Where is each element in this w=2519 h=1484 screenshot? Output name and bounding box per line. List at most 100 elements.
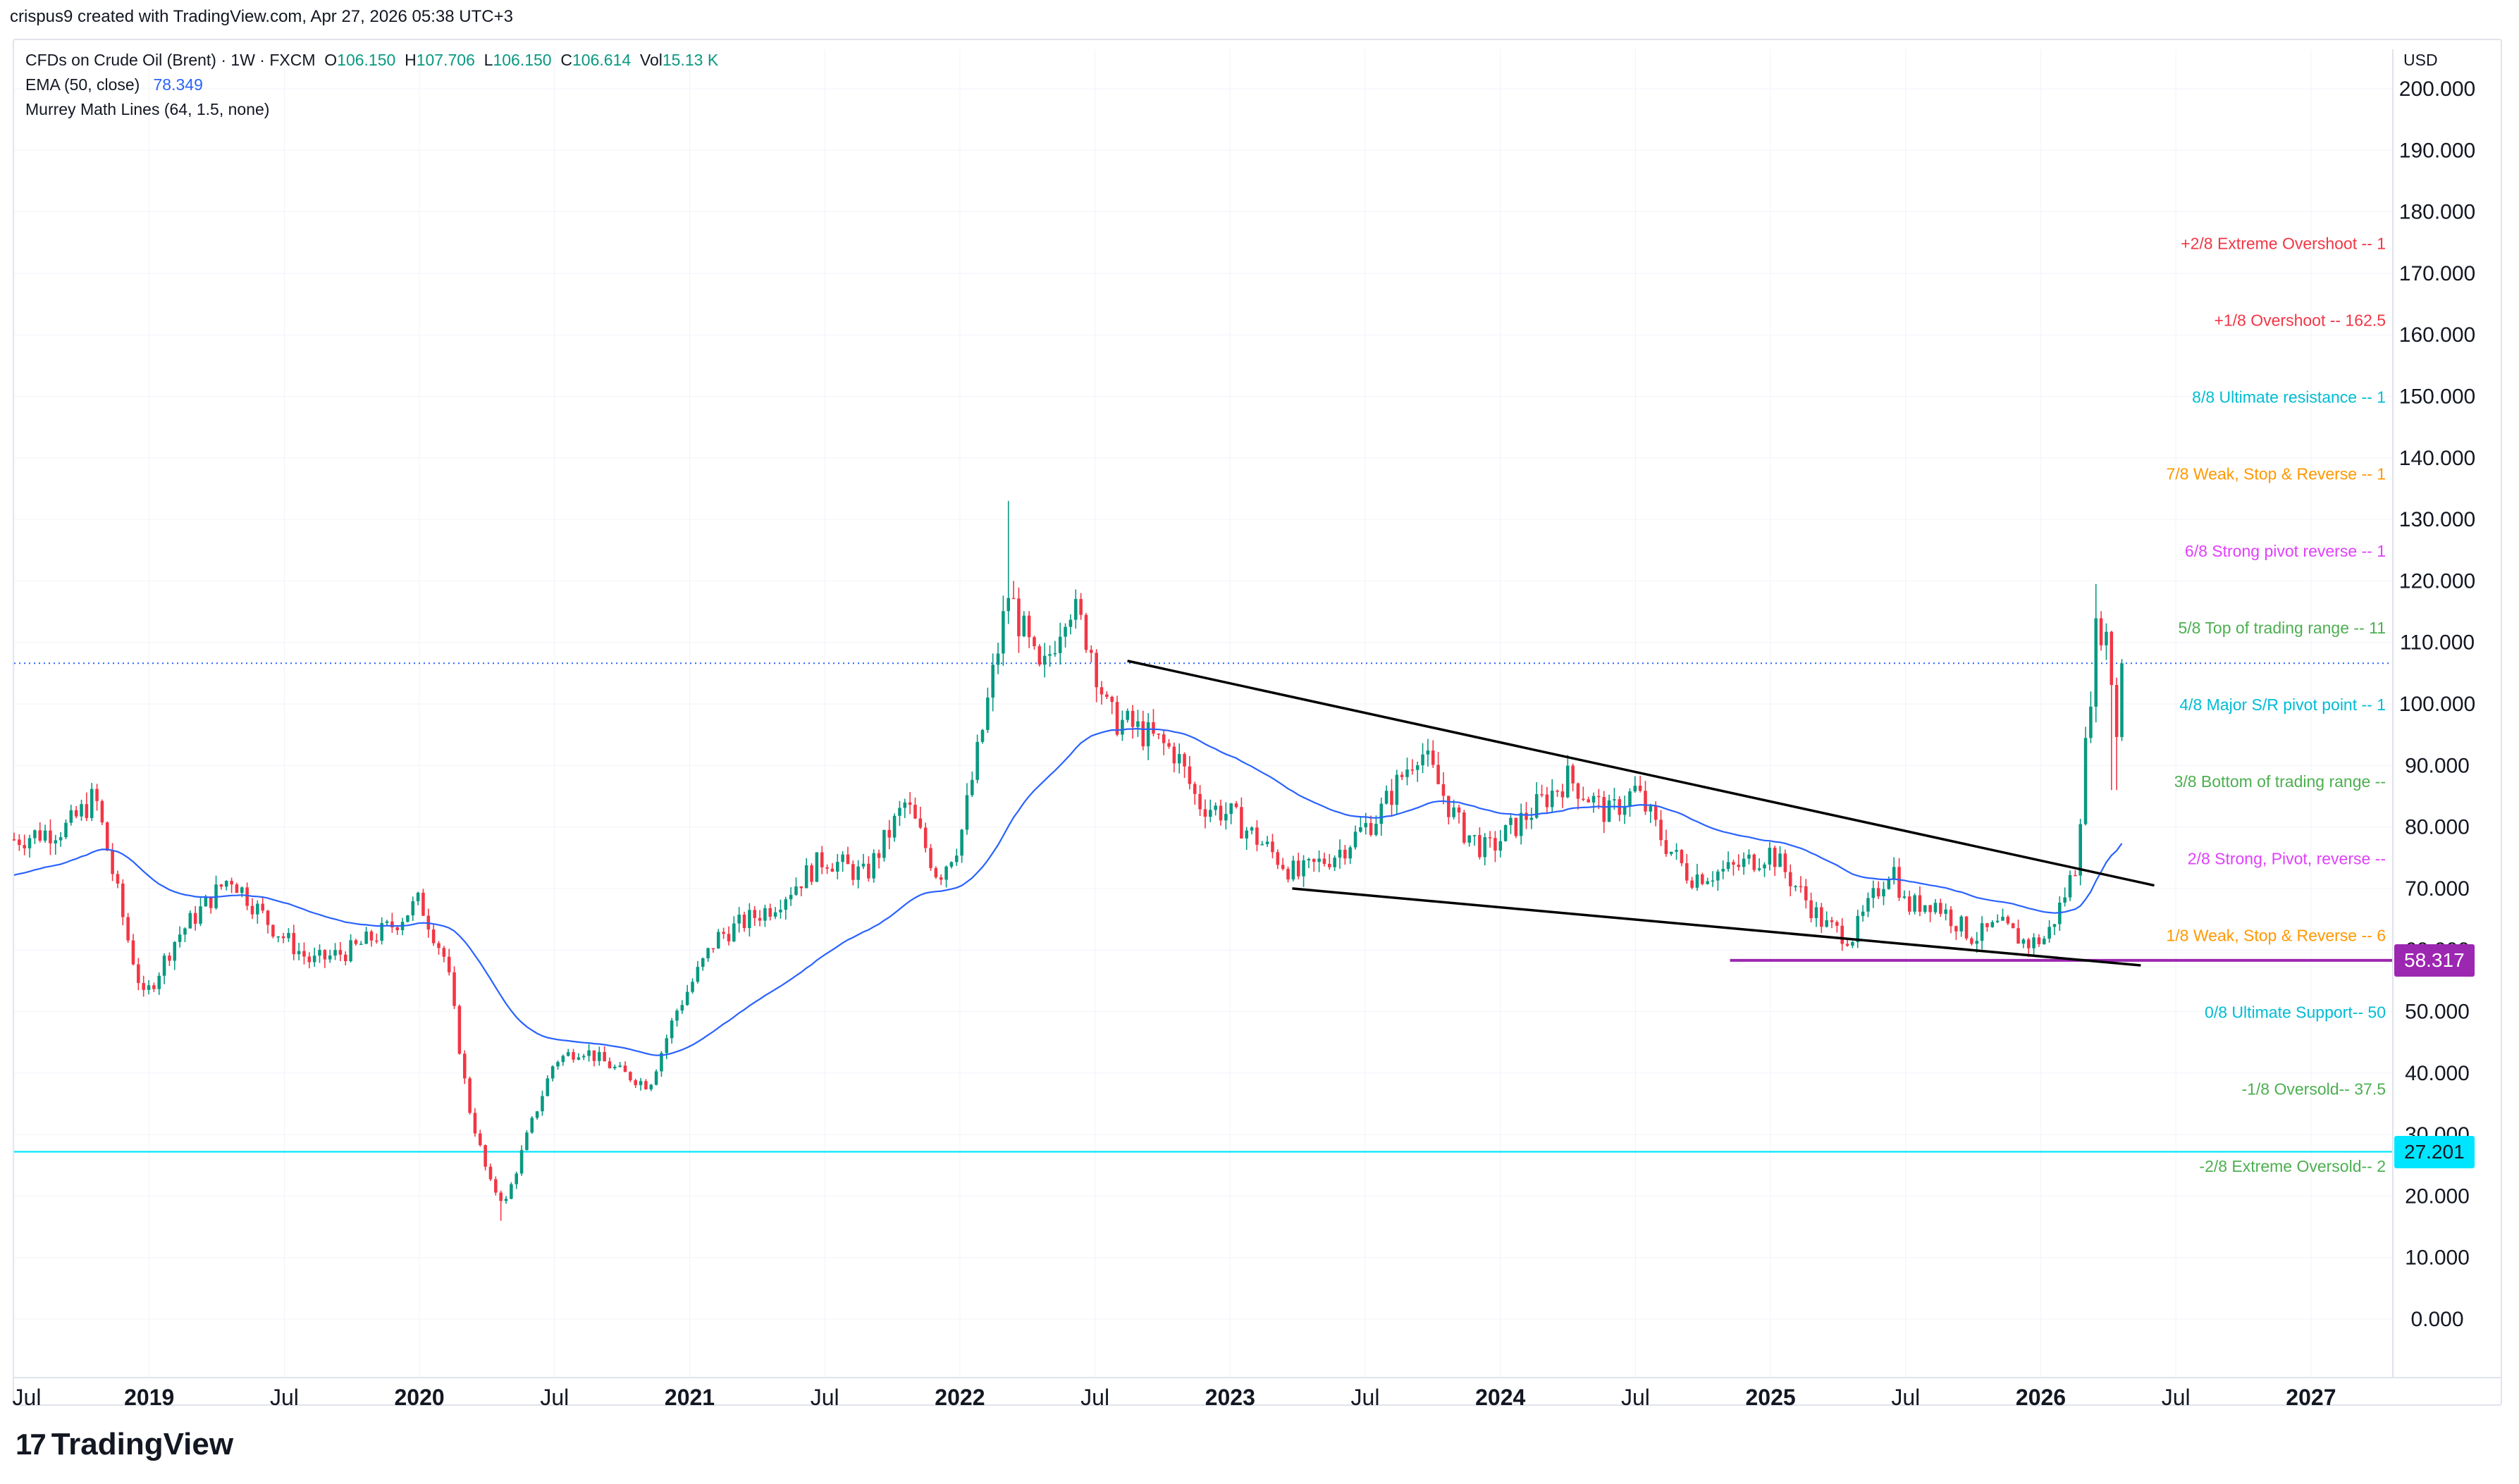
time-tick-label: 2022 [935,1385,985,1410]
murrey-level-label: +1/8 Overshoot -- 162.5 [2214,311,2386,329]
candle-body [1229,803,1233,815]
candle-body [1830,920,1834,922]
candle-body [193,913,197,924]
candle-body [240,887,244,894]
candle-body [1265,841,1269,845]
currency-label[interactable]: USD [2403,51,2438,69]
candle-body [603,1051,606,1062]
price-tick-label: 190.000 [2399,139,2475,162]
candle-body [727,934,731,941]
candle-body [1706,881,1709,884]
candle-body [1628,791,1632,807]
candle-body [1478,835,1482,858]
candle-body [80,804,83,817]
candle-body [2063,897,2067,903]
legend-murrey-row[interactable]: Murrey Math Lines (64, 1.5, none) [25,97,718,122]
price-tick-label: 110.000 [2400,631,2475,655]
murrey-label[interactable]: Murrey Math Lines (64, 1.5, none) [25,100,270,118]
candle-body [908,802,912,805]
candle-body [457,1006,462,1054]
candle-body [887,829,892,838]
candle-body [1146,722,1150,747]
candle-body [287,933,290,939]
candle-body [462,1053,467,1079]
candle-body [1897,867,1901,898]
candle-body [541,1096,544,1112]
candle-body [804,865,808,889]
candle-body [1467,835,1471,843]
candle-body [2001,917,2004,921]
candle-body [1307,859,1311,860]
candle-body [343,954,347,962]
candle-body [204,896,208,907]
time-tick-label: 2020 [395,1385,445,1410]
candle-body [1369,822,1373,835]
candle-body [1923,905,1927,912]
candle-body [830,868,834,872]
candle-body [587,1050,591,1056]
time-tick-label: Jul [2162,1385,2191,1410]
candle-body [1084,614,1088,650]
tradingview-wordmark: TradingView [51,1427,234,1461]
candle-body [328,956,332,960]
candle-body [748,910,751,928]
time-axis[interactable]: Jul 2019 Jul 2020 Jul 2021 Jul 2022 Jul 2023 Jul 20… [13,1377,2501,1410]
candle-body [1068,619,1073,627]
candle-body [1871,888,1876,898]
low-label: L [484,51,493,69]
candle-body [302,951,306,957]
candle-body [1587,799,1590,803]
candle-body [960,829,963,856]
murrey-level-label: 6/8 Strong pivot reverse -- 1 [2185,542,2386,560]
candle-body [1820,907,1823,927]
candle-body [1214,805,1217,810]
candle-body [1131,710,1135,727]
legend-symbol-row[interactable]: CFDs on Crude Oil (Brent) · 1W · FXCM O1… [25,48,718,73]
candle-body [142,983,145,990]
candle-body [1110,696,1114,703]
candle-body [711,948,715,950]
candle-body [2032,937,2035,948]
murrey-level-label: +2/8 Extreme Overshoot -- 1 [2181,234,2386,252]
legend-ema-row[interactable]: EMA (50, close) 78.349 [25,73,718,97]
price-tick-label: 150.000 [2399,385,2475,409]
candle-body [1472,835,1477,836]
candle-body [1711,880,1715,882]
candle-body [479,1133,482,1146]
candle-body [1002,611,1005,654]
symbol-name[interactable]: CFDs on Crude Oil (Brent) · 1W · FXCM [25,51,316,69]
candle-body [1353,831,1357,848]
candle-body [1653,806,1658,820]
candle-body [1550,791,1554,808]
candle-body [1757,868,1761,870]
candle-body [2042,939,2046,944]
candle-body [1737,865,1741,867]
candle-body [230,881,233,885]
candle-body [2083,738,2088,824]
candle-body [1395,774,1399,805]
candle-body [1037,646,1042,665]
candle-body [665,1038,669,1053]
candle-body [1716,871,1720,881]
candle-body [1167,743,1171,747]
candle-body [1441,784,1446,796]
candle-body [1079,599,1083,615]
wedge-trendlines[interactable] [1127,660,2155,967]
ema-label[interactable]: EMA (50, close) [25,75,140,94]
candle-body [1162,734,1166,743]
candle-body [1726,862,1730,870]
candle-body [1861,911,1865,916]
candle-body [421,892,425,916]
tradingview-logo[interactable]: 17 TradingView [16,1423,233,1466]
price-axis[interactable]: 0.00010.00020.00030.00040.00050.00060.00… [2392,49,2475,1378]
candle-body [1876,888,1880,897]
candle-body [38,830,42,841]
candle-body [763,908,767,921]
candle-body [395,927,400,931]
candle-body [473,1113,477,1134]
candle-body [944,866,948,880]
time-tick-label: Jul [1891,1385,1920,1410]
candle-body [773,912,777,917]
candle-body [882,829,886,858]
